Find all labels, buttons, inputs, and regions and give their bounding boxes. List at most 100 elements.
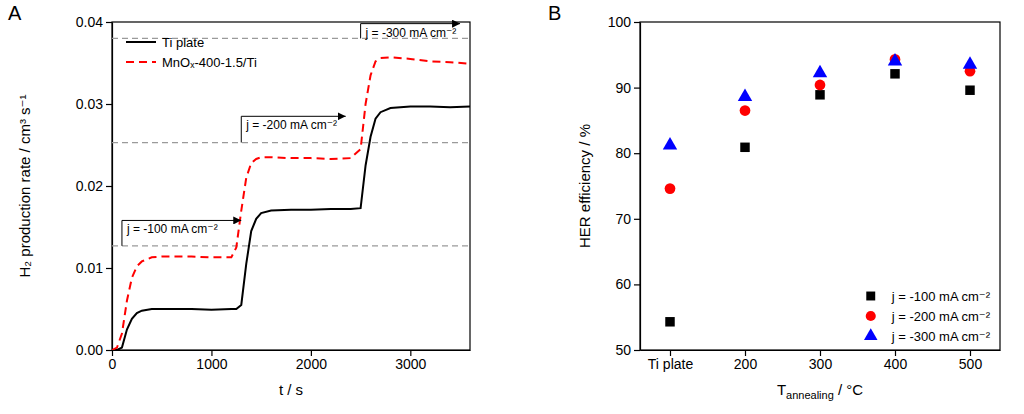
tick: 200 <box>734 350 758 372</box>
legend-label: j = -100 mA cm⁻² <box>891 289 991 304</box>
tick-label: 70 <box>615 211 631 227</box>
panel-label: B <box>548 2 561 24</box>
x-axis-title-part: / °C <box>834 381 864 398</box>
tick-mark <box>106 104 112 105</box>
tick: 3000 <box>395 350 426 372</box>
tick-mark <box>106 350 112 351</box>
plot-frame <box>112 22 470 350</box>
legend-item: j = -200 mA cm⁻² <box>866 309 991 324</box>
annotation-text: j = -200 mA cm⁻² <box>245 118 337 132</box>
panel-label: A <box>8 2 22 24</box>
data-point <box>665 183 676 194</box>
tick-label: 2000 <box>296 356 327 372</box>
legend-label: j = -200 mA cm⁻² <box>891 309 991 324</box>
plot-area <box>663 53 977 326</box>
legend-swatch <box>126 61 156 63</box>
annotation-bracket <box>241 116 242 142</box>
panel: Ti plate 200 300 400 500 50 60 70 80 90 100 B Tannea… <box>548 2 1001 401</box>
tick: 0 <box>109 350 117 372</box>
x-axis-title-part: T <box>777 381 786 398</box>
tick: 500 <box>959 350 983 372</box>
legend-swatch <box>866 292 875 301</box>
tick: 80 <box>615 145 640 161</box>
tick: 0.04 <box>76 14 112 30</box>
x-axis-line <box>113 350 471 351</box>
tick-label: 1000 <box>196 356 227 372</box>
tick: 0.01 <box>76 260 112 276</box>
tick-label: 0.04 <box>76 14 103 30</box>
tick: 1000 <box>196 350 227 372</box>
tick: 2000 <box>296 350 327 372</box>
x-axis: Ti plate 200 300 400 500 <box>641 350 1001 372</box>
panel: 0 1000 2000 3000 0.00 0.01 0.02 0.03 0.04 j = -10… <box>8 2 471 398</box>
figure: 0 1000 2000 3000 0.00 0.01 0.02 0.03 0.04 j = -10… <box>0 0 1024 414</box>
tick-label: 0.03 <box>76 96 103 112</box>
data-point <box>815 80 826 91</box>
tick-mark <box>634 153 640 154</box>
tick: 400 <box>884 350 908 372</box>
annotation-arrow <box>122 220 241 221</box>
reference-line <box>112 245 470 246</box>
y-axis-title: H₂ production rate / cm³ s⁻¹ <box>16 95 33 278</box>
legend-label: Ti plate <box>162 35 204 50</box>
tick-label: 60 <box>615 276 631 292</box>
tick: 100 <box>608 14 640 30</box>
legend-label: j = -300 mA cm⁻² <box>891 329 991 344</box>
tick-label: 50 <box>615 342 631 358</box>
data-point <box>813 65 827 77</box>
legend-item: j = -100 mA cm⁻² <box>866 289 990 304</box>
y-axis-line <box>640 23 641 351</box>
tick-label: 200 <box>734 356 758 372</box>
reference-line <box>112 142 470 143</box>
legend: j = -100 mA cm⁻² j = -200 mA cm⁻² j = -300… <box>864 289 991 344</box>
data-point <box>740 143 749 152</box>
tick-label: 3000 <box>395 356 426 372</box>
tick-label: Ti plate <box>648 356 694 372</box>
annotation-text: j = -100 mA cm⁻² <box>126 222 218 236</box>
x-axis: 0 1000 2000 3000 <box>109 350 471 372</box>
tick-mark <box>634 22 640 23</box>
tick-label: 400 <box>884 356 908 372</box>
tick: 50 <box>615 342 640 358</box>
tick-mark <box>634 284 640 285</box>
data-point <box>740 105 751 116</box>
annotation-bracket <box>360 24 361 39</box>
legend: Ti plate MnOₓ-400-1.5/Ti <box>126 35 257 70</box>
annotation-arrow <box>361 23 460 24</box>
tick: 70 <box>615 211 640 227</box>
tick-mark <box>634 87 640 88</box>
data-point <box>890 69 899 78</box>
legend-item: Ti plate <box>126 35 204 50</box>
data-point <box>963 56 977 68</box>
tick-label: 300 <box>809 356 833 372</box>
tick: 60 <box>615 276 640 292</box>
legend-label: MnOₓ-400-1.5/Ti <box>162 55 257 70</box>
tick-label: 0 <box>109 356 117 372</box>
plot-area <box>112 38 470 350</box>
x-axis-title: t / s <box>279 381 303 398</box>
tick: 0.03 <box>76 96 112 112</box>
tick-mark <box>106 268 112 269</box>
tick: 300 <box>809 350 833 372</box>
tick-mark <box>634 219 640 220</box>
annotation-arrow <box>241 116 345 117</box>
tick: 0.00 <box>76 342 112 358</box>
legend-swatch <box>866 311 876 321</box>
tick-label: 0.02 <box>76 178 103 194</box>
tick-label: 80 <box>615 145 631 161</box>
data-point <box>665 317 674 326</box>
y-axis: 0.00 0.01 0.02 0.03 0.04 <box>76 14 113 358</box>
x-axis-title: Tannealing / °C <box>777 381 863 401</box>
y-axis-title: HER efficiency / % <box>576 124 593 248</box>
y-axis-line <box>112 23 113 351</box>
tick-mark <box>106 22 112 23</box>
x-axis-title-subscript: annealing <box>786 389 834 401</box>
tick-label: 90 <box>615 80 631 96</box>
annotations: j = -100 mA cm⁻²j = -200 mA cm⁻²j = -300… <box>122 24 460 246</box>
series-line <box>112 106 470 350</box>
tick-mark <box>634 350 640 351</box>
tick-label: 0.00 <box>76 342 103 358</box>
annotation-bracket <box>121 220 122 245</box>
legend-swatch <box>126 41 156 43</box>
legend-item: MnOₓ-400-1.5/Ti <box>126 55 257 70</box>
